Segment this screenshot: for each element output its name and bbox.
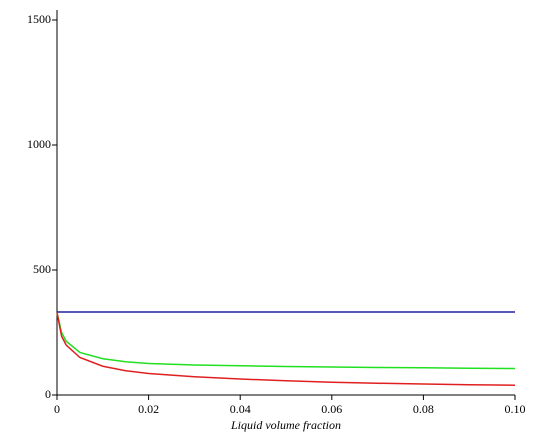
x-tick-label: 0.08 [413,402,434,416]
line-series [56,312,516,386]
x-tick-label: 0 [54,402,60,416]
y-tick-label: 0 [45,387,51,401]
y-tick-label: 1500 [27,12,51,26]
x-tick-label: 0.04 [230,402,251,416]
x-axis-label: Liquid volume fraction [230,418,341,432]
line-series [56,312,516,370]
y-tick-label: 1000 [27,137,51,151]
x-tick-label: 0.06 [321,402,342,416]
y-tick-label: 500 [33,262,51,276]
x-tick-label: 0.10 [505,402,526,416]
x-tick-label: 0.02 [138,402,159,416]
